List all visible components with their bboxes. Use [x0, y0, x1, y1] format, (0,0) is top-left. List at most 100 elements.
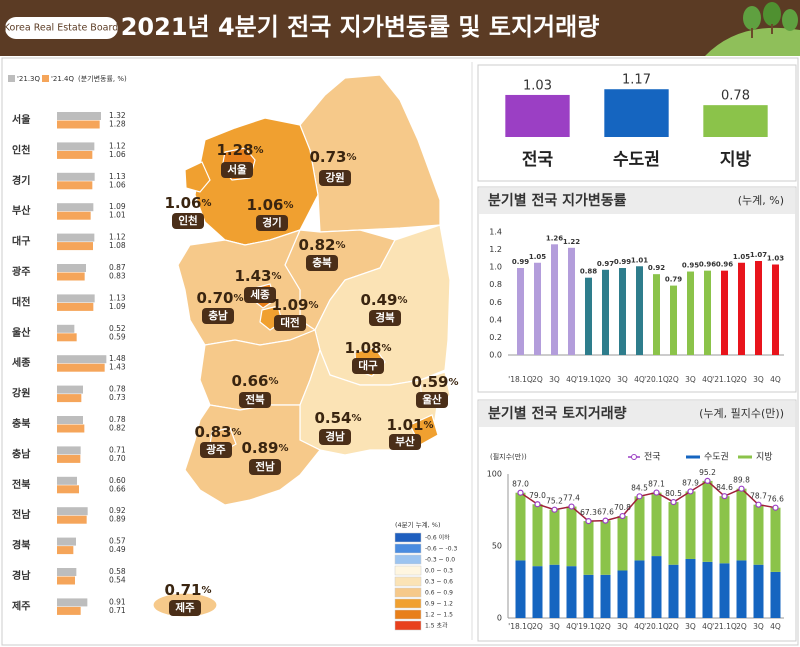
value-label: 0.99 [512, 258, 529, 266]
y-tick-label: 50 [492, 542, 502, 551]
bar [551, 244, 558, 355]
bar-segment [634, 496, 645, 561]
region-name: 대구 [358, 359, 378, 372]
value-label: 1.03 [767, 255, 784, 263]
region-unit: % [253, 145, 263, 156]
panel-header [479, 401, 795, 427]
bar-label: 1.13 [109, 293, 126, 302]
map-legend-swatch [394, 587, 422, 598]
bar-segment [515, 492, 526, 561]
bar-segment [617, 516, 628, 571]
region-value: 0.71% [164, 581, 211, 599]
line [520, 479, 776, 522]
region-value: 1.06% [246, 196, 293, 214]
axis-label: (필지수(만)) [490, 452, 527, 461]
value-label: 1.03 [523, 78, 552, 93]
value-label: 0.99 [614, 258, 631, 266]
bar-segment [770, 507, 781, 572]
line-marker [568, 503, 575, 510]
x-tick-label: 3Q [685, 375, 696, 384]
value-label: 77.4 [563, 494, 580, 503]
bar [704, 270, 711, 355]
map-legend-label: 0.0 ~ 0.3 [425, 568, 453, 575]
region-unit: % [423, 420, 433, 431]
bar [57, 507, 88, 516]
bar [57, 324, 75, 333]
bar-label: 0.71 [109, 445, 126, 454]
bar [738, 262, 745, 355]
bar [604, 89, 669, 137]
bar-label: 0.70 [109, 454, 126, 463]
y-tick-label: 100 [487, 470, 502, 479]
map-legend-title: (4분기 누계, %) [395, 520, 441, 529]
value-label: 70.8 [614, 503, 631, 512]
region-value: 0.70% [196, 289, 243, 307]
bar [619, 268, 626, 355]
x-tick-label: 3Q [685, 622, 696, 631]
x-tick-label: 2Q [736, 622, 747, 631]
bar-label: 0.71 [109, 606, 126, 615]
map-legend-label: 1.2 ~ 1.5 [425, 612, 453, 619]
region-name: 대전 [280, 316, 299, 329]
bar-segment [532, 504, 543, 567]
bar-label: 0.78 [109, 415, 126, 424]
region-unit: % [231, 427, 241, 438]
bar-label: 1.09 [109, 302, 126, 311]
value-label: 87.9 [682, 478, 699, 487]
line-marker [772, 504, 779, 511]
x-tick-label: 2Q [532, 622, 543, 631]
region-name: 울산 [422, 393, 442, 406]
bar [57, 355, 107, 364]
region-label: 부산 [12, 204, 31, 217]
region-unit: % [201, 585, 211, 596]
x-tick-label: 3Q [617, 622, 628, 631]
value-label: 0.92 [648, 264, 665, 272]
bar [57, 233, 95, 242]
x-tick-label: 3Q [549, 622, 560, 631]
x-tick-label: 3Q [617, 375, 628, 384]
region-value-number: 0.71 [164, 581, 201, 599]
bar-segment [668, 564, 679, 618]
page-title: 2021년 4분기 전국 지가변동률 및 토지거래량 [121, 13, 600, 41]
value-label: 80.5 [665, 489, 682, 498]
x-tick-label: 2Q [532, 375, 543, 384]
value-label: 0.79 [665, 276, 682, 284]
region-value-number: 1.08 [344, 339, 381, 357]
x-tick-label: 4Q [702, 622, 713, 631]
y-tick-label: 0.6 [489, 298, 502, 307]
x-tick-label: '20.1Q [644, 622, 669, 631]
value-label: 67.3 [580, 508, 597, 517]
region-label: 강원 [12, 387, 30, 400]
map-legend-swatch [394, 598, 422, 609]
value-label: 87.1 [648, 480, 665, 489]
value-label: 1.07 [750, 251, 767, 259]
panel-title: 분기별 전국 지가변동률 [488, 192, 627, 209]
region-name: 광주 [206, 444, 226, 456]
bar-label: 1.08 [109, 241, 126, 250]
region-pill [221, 162, 253, 178]
line-marker [755, 501, 762, 508]
legend-swatch [8, 75, 15, 82]
region-value-number: 0.49 [360, 291, 397, 309]
x-tick-label: '18.1Q [508, 622, 533, 631]
region-name: 전남 [255, 460, 275, 473]
bar-segment [668, 502, 679, 565]
bar [57, 172, 95, 181]
bar-label: 0.87 [109, 263, 126, 272]
region-pill [172, 213, 204, 229]
y-tick-label: 0.2 [489, 333, 502, 342]
bar-segment [719, 496, 730, 564]
region-pill [256, 215, 288, 231]
bar-label: 1.12 [109, 233, 126, 242]
line-marker [636, 493, 643, 500]
region-value: 0.66% [231, 372, 278, 390]
region-label: 인천 [12, 143, 30, 156]
bar [57, 363, 105, 372]
x-tick-label: 수도권 [613, 150, 660, 170]
value-label: 75.2 [546, 497, 563, 506]
region-label: 울산 [12, 326, 31, 339]
legend-label: '21.3Q [17, 75, 41, 83]
region-pill [169, 600, 201, 616]
panel-title: 분기별 전국 토지거래량 [488, 405, 627, 422]
region-name: 제주 [175, 601, 195, 614]
